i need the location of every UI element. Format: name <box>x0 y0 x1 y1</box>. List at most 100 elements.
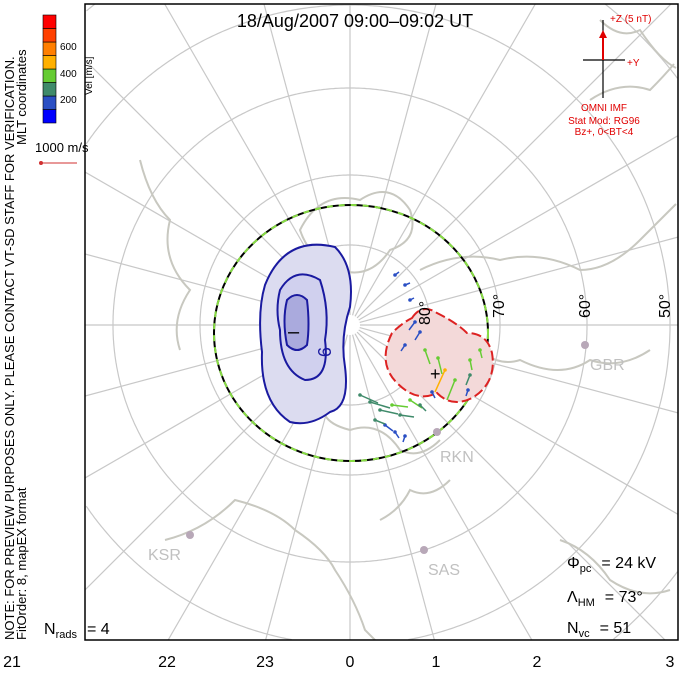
mlt-meridian <box>356 4 672 319</box>
velocity-vector <box>408 321 416 331</box>
velocity-vector <box>369 401 391 409</box>
coordinate-system-note: MLT coordinates <box>14 49 29 145</box>
hm-boundary-latitude: ΛHM = 73° <box>567 589 643 609</box>
negative-cell-marker: – <box>288 321 300 343</box>
velocity-vector <box>359 394 379 404</box>
mlt-label-22: 22 <box>158 654 176 671</box>
lat-label-80: 80° <box>417 301 434 325</box>
velocity-vector <box>479 349 483 359</box>
velocity-vector <box>469 359 473 371</box>
cross-polar-potential: Φpc = 24 kV <box>567 555 656 575</box>
radar-sites: GBR RKN KSR SAS <box>148 341 625 579</box>
velocity-vector <box>379 409 399 415</box>
colorbar-tick-200: 200 <box>60 95 77 106</box>
velocity-vector <box>465 374 471 386</box>
colorbar-swatch <box>42 41 57 56</box>
side-notes: NOTE: FOR PREVIEW PURPOSES ONLY. PLEASE … <box>2 49 29 640</box>
imf-model: Stat Mod: RG96 <box>568 116 640 127</box>
latitude-circle <box>85 4 671 640</box>
velocity-vector <box>409 297 415 301</box>
colorbar-label: Vel [m/s] <box>84 56 95 95</box>
lat-label-50: 50° <box>657 294 674 318</box>
velocity-vector <box>391 404 409 408</box>
colorbar-swatch <box>42 109 57 124</box>
latitude-labels: 80° 70° 60° 50° <box>417 294 674 325</box>
imf-y-label: +Y <box>627 58 640 69</box>
velocity-colorbar: 600 400 200 Vel [m/s] <box>42 14 95 124</box>
radar-sas: SAS <box>420 546 460 579</box>
imf-z-label: +Z (5 nT) <box>610 14 651 25</box>
velocity-vector <box>374 419 386 425</box>
velocity-vector <box>424 349 431 365</box>
statistics: Φpc = 24 kV ΛHM = 73° Nvc = 51 Nrads = 4 <box>44 555 656 641</box>
radar-label-ksr: KSR <box>148 547 181 564</box>
negative-convection-cell: – 9 <box>259 243 352 425</box>
velocity-vector <box>394 431 400 439</box>
plot-frame <box>84 3 679 641</box>
fit-order-note: FitOrder: 8, mapEX format <box>14 487 29 640</box>
velocity-vector <box>465 389 469 397</box>
lat-label-70: 70° <box>491 294 508 318</box>
colorbar-swatch <box>42 95 57 110</box>
velocity-vector <box>404 282 411 286</box>
colorbar-swatch <box>42 55 57 70</box>
colorbar-tick-400: 400 <box>60 69 77 80</box>
radar-gbr: GBR <box>581 341 625 374</box>
positive-cell-marker: + <box>430 364 441 384</box>
radar-label-sas: SAS <box>428 562 460 579</box>
velocity-vector <box>437 357 443 375</box>
mlt-meridian <box>352 4 437 316</box>
imf-clock: +Z (5 nT) +Y OMNI IMF Stat Mod: RG96 Bz+… <box>568 14 651 138</box>
mlt-label-2: 2 <box>533 654 542 671</box>
velocity-vector <box>431 391 436 399</box>
positive-convection-cell: + <box>384 308 494 403</box>
velocity-vector <box>419 404 427 412</box>
vector-count: Nvc = 51 <box>567 620 631 640</box>
mlt-label-0: 0 <box>346 654 355 671</box>
radar-marker <box>433 428 441 436</box>
radar-marker <box>581 341 589 349</box>
velocity-vector <box>394 271 400 276</box>
mlt-meridian <box>354 4 536 317</box>
mlt-label-23: 23 <box>256 654 274 671</box>
velocity-vector <box>384 424 394 432</box>
velocity-vector <box>400 344 406 352</box>
scale-vector: 1000 m/s <box>35 140 89 165</box>
mlt-meridian <box>358 135 678 321</box>
radar-marker <box>420 546 428 554</box>
mlt-meridian <box>359 236 678 323</box>
velocity-vector <box>446 379 456 401</box>
preview-note: NOTE: FOR PREVIEW PURPOSES ONLY. PLEASE … <box>2 56 17 640</box>
colorbar-tick-600: 600 <box>60 42 77 53</box>
heppner-maynard-boundary-dashes <box>213 204 489 462</box>
velocity-vector <box>434 369 446 393</box>
plot-title: 18/Aug/2007 09:00–09:02 UT <box>237 11 473 31</box>
contour-label: 9 <box>314 347 334 357</box>
scale-vector-label: 1000 m/s <box>35 140 89 155</box>
velocity-vectors <box>358 271 483 443</box>
coastlines <box>139 19 677 640</box>
mlt-meridian <box>352 334 435 640</box>
imf-condition: Bz+, 0<BT<4 <box>575 127 634 138</box>
lat-label-60: 60° <box>577 294 594 318</box>
velocity-vector <box>402 435 406 443</box>
radar-label-gbr: GBR <box>590 357 625 374</box>
imf-source: OMNI IMF <box>581 103 627 114</box>
velocity-vector <box>399 414 415 418</box>
radar-label-rkn: RKN <box>440 449 474 466</box>
colorbar-swatch <box>42 14 57 29</box>
radar-ksr: KSR <box>148 531 194 564</box>
imf-arrowhead-icon <box>599 30 607 38</box>
radar-marker <box>186 531 194 539</box>
colorbar-swatch <box>42 68 57 83</box>
latitude-circle <box>86 4 678 640</box>
colorbar-swatch <box>42 82 57 97</box>
coordinate-grid <box>85 4 678 640</box>
colorbar-swatch <box>42 28 57 43</box>
map-area: – 9 + 80° 70° 60° 50° GBR RKN KSR SAS <box>85 4 678 640</box>
mlt-label-1: 1 <box>432 654 441 671</box>
radar-count: Nrads = 4 <box>44 621 110 641</box>
mlt-axis-labels: 21 22 23 0 1 2 3 <box>3 654 674 671</box>
radar-rkn: RKN <box>433 428 474 466</box>
